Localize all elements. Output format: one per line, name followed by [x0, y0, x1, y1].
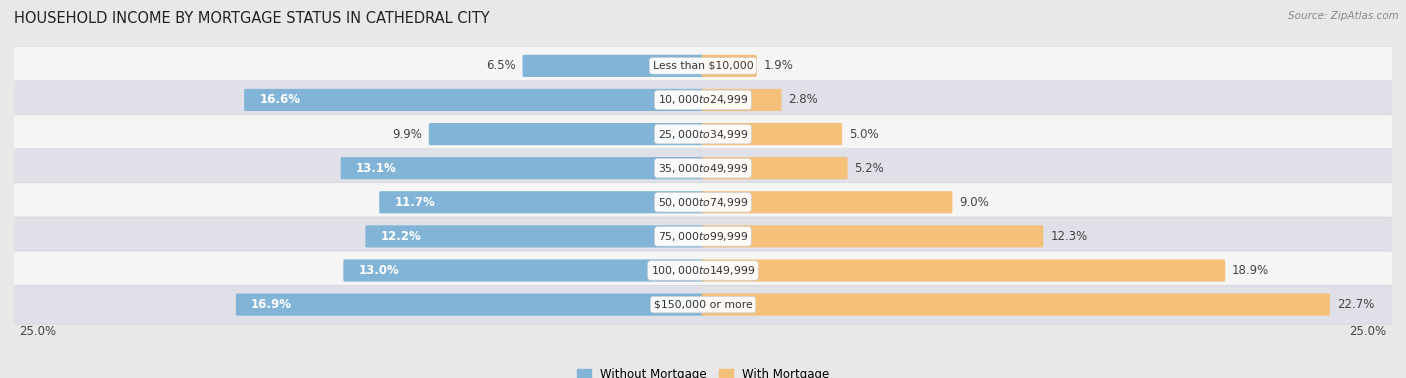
Text: 22.7%: 22.7%: [1337, 298, 1374, 311]
Text: $150,000 or more: $150,000 or more: [654, 300, 752, 310]
FancyBboxPatch shape: [13, 217, 1393, 256]
FancyBboxPatch shape: [366, 225, 704, 248]
Text: 2.8%: 2.8%: [789, 93, 818, 107]
Text: 25.0%: 25.0%: [1350, 325, 1386, 338]
Legend: Without Mortgage, With Mortgage: Without Mortgage, With Mortgage: [576, 368, 830, 378]
FancyBboxPatch shape: [13, 81, 1393, 119]
Text: $75,000 to $99,999: $75,000 to $99,999: [658, 230, 748, 243]
Text: Less than $10,000: Less than $10,000: [652, 61, 754, 71]
Text: 6.5%: 6.5%: [486, 59, 516, 72]
FancyBboxPatch shape: [13, 115, 1393, 153]
Text: 16.6%: 16.6%: [259, 93, 301, 107]
FancyBboxPatch shape: [523, 55, 704, 77]
Text: $25,000 to $34,999: $25,000 to $34,999: [658, 127, 748, 141]
Text: 12.2%: 12.2%: [381, 230, 422, 243]
Text: 25.0%: 25.0%: [20, 325, 56, 338]
Text: HOUSEHOLD INCOME BY MORTGAGE STATUS IN CATHEDRAL CITY: HOUSEHOLD INCOME BY MORTGAGE STATUS IN C…: [14, 11, 489, 26]
FancyBboxPatch shape: [340, 157, 704, 179]
Text: 1.9%: 1.9%: [763, 59, 793, 72]
Text: $100,000 to $149,999: $100,000 to $149,999: [651, 264, 755, 277]
Text: 9.0%: 9.0%: [959, 196, 988, 209]
FancyBboxPatch shape: [236, 294, 704, 316]
Text: 18.9%: 18.9%: [1232, 264, 1270, 277]
Text: 11.7%: 11.7%: [394, 196, 434, 209]
Text: 13.0%: 13.0%: [359, 264, 399, 277]
Text: $10,000 to $24,999: $10,000 to $24,999: [658, 93, 748, 107]
FancyBboxPatch shape: [702, 55, 756, 77]
FancyBboxPatch shape: [702, 294, 1330, 316]
FancyBboxPatch shape: [702, 191, 952, 213]
FancyBboxPatch shape: [13, 251, 1393, 290]
FancyBboxPatch shape: [429, 123, 704, 145]
Text: 13.1%: 13.1%: [356, 162, 396, 175]
FancyBboxPatch shape: [702, 89, 782, 111]
FancyBboxPatch shape: [702, 123, 842, 145]
Text: 16.9%: 16.9%: [252, 298, 292, 311]
Text: $50,000 to $74,999: $50,000 to $74,999: [658, 196, 748, 209]
Text: 12.3%: 12.3%: [1050, 230, 1087, 243]
FancyBboxPatch shape: [13, 285, 1393, 324]
FancyBboxPatch shape: [702, 157, 848, 179]
Text: 5.2%: 5.2%: [855, 162, 884, 175]
FancyBboxPatch shape: [13, 183, 1393, 222]
Text: $35,000 to $49,999: $35,000 to $49,999: [658, 162, 748, 175]
FancyBboxPatch shape: [702, 225, 1043, 248]
Text: Source: ZipAtlas.com: Source: ZipAtlas.com: [1288, 11, 1399, 21]
FancyBboxPatch shape: [245, 89, 704, 111]
Text: 9.9%: 9.9%: [392, 127, 422, 141]
FancyBboxPatch shape: [13, 46, 1393, 85]
Text: 5.0%: 5.0%: [849, 127, 879, 141]
FancyBboxPatch shape: [380, 191, 704, 213]
FancyBboxPatch shape: [702, 259, 1225, 282]
FancyBboxPatch shape: [343, 259, 704, 282]
FancyBboxPatch shape: [13, 149, 1393, 187]
